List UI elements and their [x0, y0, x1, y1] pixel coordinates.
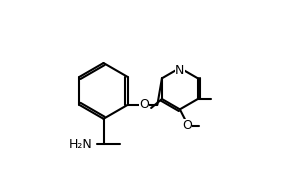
Text: H₂N: H₂N — [69, 138, 93, 150]
Text: O: O — [182, 119, 192, 132]
Text: N: N — [175, 64, 185, 77]
Text: O: O — [139, 98, 149, 111]
